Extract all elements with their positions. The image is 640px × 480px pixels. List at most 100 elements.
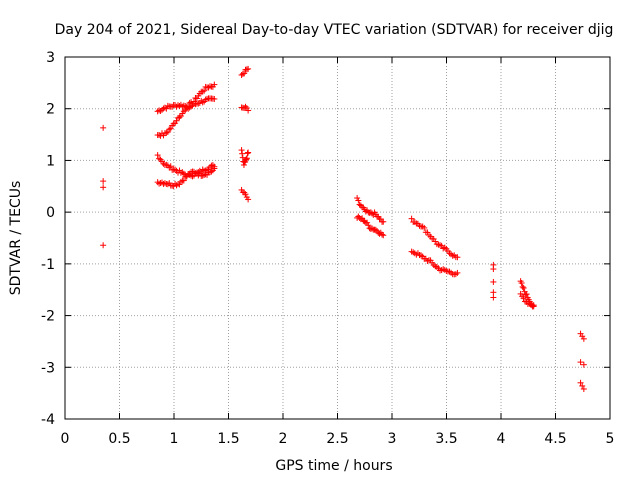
data-point [243,155,250,162]
data-point [379,231,386,238]
data-point [245,196,252,203]
data-point [490,294,497,301]
x-tick-label: 4 [497,431,506,447]
x-tick-labels: 0 0.5 1 1.5 2 2.5 3 3.5 4 4.5 5 [61,431,615,447]
y-tick-label: 3 [46,50,55,66]
data-point [421,224,428,231]
x-tick-label: 2 [279,431,288,447]
data-point [176,181,183,188]
data-point [100,184,107,191]
y-tick-label: -4 [41,412,55,428]
data-point [238,147,245,154]
data-point [199,99,206,106]
data-point [454,269,461,276]
x-tick-label: 1.5 [217,431,239,447]
data-point [490,289,497,296]
data-point [523,291,530,298]
y-tick-label: 2 [46,102,55,118]
data-point [208,162,215,169]
data-point [239,150,246,157]
data-point [580,335,587,342]
data-point [245,107,252,114]
data-point [518,280,525,287]
data-point [100,124,107,131]
data-point [243,66,250,73]
data-point [195,100,202,107]
data-point [156,155,163,162]
data-point [201,87,208,94]
data-point [245,65,252,72]
data-point [579,382,586,389]
data-point [193,95,200,102]
chart-title: Day 204 of 2021, Sidereal Day-to-day VTE… [55,22,614,38]
data-point [580,386,587,393]
data-point [454,254,461,261]
data-point [164,181,171,188]
data-point [490,278,497,285]
x-tick-label: 3 [388,431,397,447]
data-point [580,361,587,368]
data-point [154,152,161,159]
data-point [520,284,527,291]
data-point [156,107,163,114]
data-point [180,108,187,115]
data-point [380,232,387,239]
data-point [177,169,184,176]
data-point [490,266,497,273]
data-point [245,149,252,156]
data-point [452,271,459,278]
data-point [160,160,167,167]
data-point [100,242,107,249]
data-point [419,223,426,230]
data-point [240,161,247,168]
data-point [167,125,174,132]
data-point [211,81,218,88]
y-tick-label: 1 [46,153,55,169]
data-point [198,97,205,104]
data-point [577,379,584,386]
data-point [172,166,179,173]
y-tick-label: -2 [41,309,55,325]
data-point [244,150,251,157]
x-tick-label: 1 [170,431,179,447]
x-tick-label: 5 [606,431,615,447]
data-point [211,95,218,102]
data-point [365,222,372,229]
data-point [520,295,527,302]
data-point [173,117,180,124]
data-point [242,103,249,110]
data-point [577,359,584,366]
y-tick-label: -1 [41,257,55,273]
grid-lines [65,57,610,419]
x-tick-label: 0 [61,431,70,447]
data-point [359,215,366,222]
data-point [208,168,215,175]
data-point [176,114,183,121]
x-tick-label: 3.5 [435,431,457,447]
data-point [166,126,173,133]
x-tick-label: 2.5 [326,431,348,447]
data-point [355,197,362,204]
data-point [243,156,250,163]
x-axis-label: GPS time / hours [275,458,392,474]
data-point [199,88,206,95]
data-point [157,108,164,115]
data-point [177,112,184,119]
y-tick-labels: -4 -3 -2 -1 0 1 2 3 [41,50,55,428]
data-point [163,129,170,136]
data-point [186,171,193,178]
data-point [530,302,537,309]
data-point [164,129,171,136]
data-point [163,161,170,168]
data-point [239,70,246,77]
data-point [372,226,379,233]
data-point [167,163,174,170]
data-point [205,84,212,91]
data-point [408,215,415,222]
data-point [199,172,206,179]
axis-ticks [64,56,611,420]
x-tick-label: 4.5 [544,431,566,447]
y-tick-label: -3 [41,360,55,376]
data-point [170,120,177,127]
